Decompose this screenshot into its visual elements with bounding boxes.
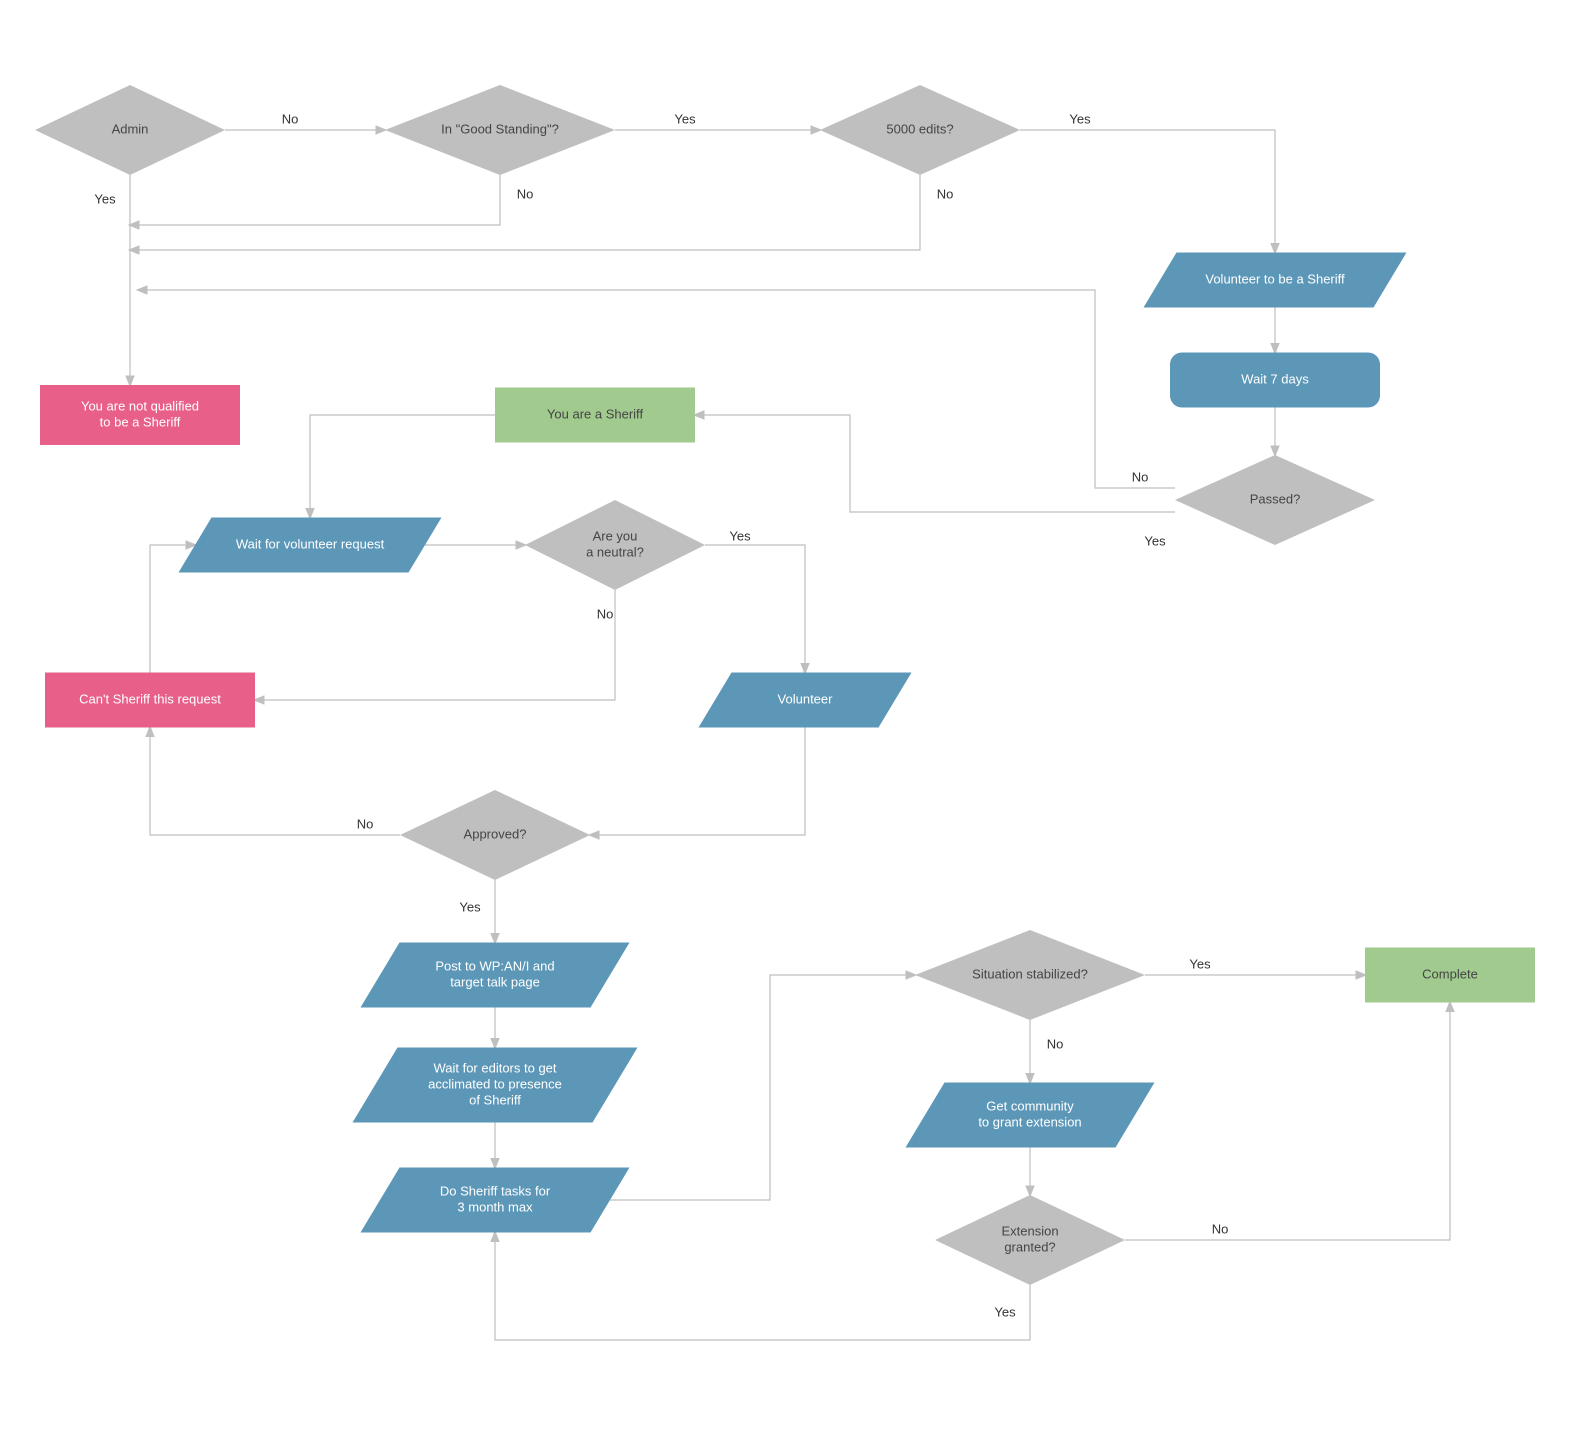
node-cant_sheriff: Can't Sheriff this request (45, 673, 255, 728)
node-neutral: Are youa neutral? (525, 500, 705, 590)
label-passed-line0: Passed? (1250, 491, 1301, 506)
label-volunteer_sheriff-line0: Volunteer to be a Sheriff (1205, 271, 1345, 286)
edge (1125, 1003, 1450, 1241)
label-wait7-line0: Wait 7 days (1241, 371, 1309, 386)
label-wait_editors-line0: Wait for editors to get (433, 1060, 556, 1075)
edge-label: No (597, 606, 614, 621)
label-wait_editors-line1: acclimated to presence (428, 1076, 562, 1091)
node-get_extension: Get communityto grant extension (906, 1083, 1155, 1148)
node-volunteer: Volunteer (699, 673, 912, 728)
edge-label: Yes (994, 1304, 1016, 1319)
label-admin-line0: Admin (112, 121, 149, 136)
edge-label: No (1212, 1221, 1229, 1236)
edge-label: No (282, 111, 299, 126)
edge (495, 1233, 1030, 1341)
edge (310, 415, 495, 518)
node-not_qualified: You are not qualifiedto be a Sheriff (40, 385, 240, 445)
node-you_are_sheriff: You are a Sheriff (495, 388, 695, 443)
edge-label: No (1132, 469, 1149, 484)
node-edits_5000: 5000 edits? (820, 85, 1020, 175)
label-volunteer-line0: Volunteer (778, 691, 834, 706)
node-ext_granted: Extensiongranted? (935, 1195, 1125, 1285)
label-ext_granted-line0: Extension (1001, 1223, 1058, 1238)
label-neutral-line0: Are you (593, 528, 638, 543)
node-wait7: Wait 7 days (1170, 353, 1380, 408)
label-approved-line0: Approved? (464, 826, 527, 841)
label-do_tasks-line0: Do Sheriff tasks for (440, 1183, 551, 1198)
node-admin: Admin (35, 85, 225, 175)
node-post_wp: Post to WP:AN/I andtarget talk page (361, 943, 630, 1008)
edge (695, 415, 1175, 512)
label-do_tasks-line1: 3 month max (457, 1199, 533, 1214)
label-not_qualified-line0: You are not qualified (81, 398, 199, 413)
edge (610, 975, 915, 1200)
edge (130, 175, 500, 225)
label-cant_sheriff-line0: Can't Sheriff this request (79, 691, 221, 706)
label-neutral-line1: a neutral? (586, 544, 644, 559)
node-complete: Complete (1365, 948, 1535, 1003)
edge-label: Yes (1069, 111, 1091, 126)
edge (590, 728, 805, 836)
label-not_qualified-line1: to be a Sheriff (100, 414, 181, 429)
edge-label: Yes (1144, 533, 1166, 548)
flowchart-canvas: No Yes Yes No Yes No No Yes Yes No Yes No Yes No No Yes… (0, 0, 1578, 1434)
edge-label: Yes (1189, 956, 1211, 971)
edge (705, 545, 805, 673)
edge-label: No (1047, 1036, 1064, 1051)
label-ext_granted-line1: granted? (1004, 1239, 1055, 1254)
node-volunteer_sheriff: Volunteer to be a Sheriff (1144, 253, 1407, 308)
label-wait_req-line0: Wait for volunteer request (236, 536, 385, 551)
node-passed: Passed? (1175, 455, 1375, 545)
node-stabilized: Situation stabilized? (915, 930, 1145, 1020)
label-get_extension-line0: Get community (986, 1098, 1074, 1113)
label-edits_5000-line0: 5000 edits? (886, 121, 953, 136)
edge-label: Yes (94, 191, 116, 206)
label-wait_editors-line2: of Sheriff (469, 1092, 521, 1107)
edge-label: No (517, 186, 534, 201)
edge (255, 590, 615, 700)
node-good_standing: In "Good Standing"? (385, 85, 615, 175)
node-approved: Approved? (400, 790, 590, 880)
label-complete-line0: Complete (1422, 966, 1478, 981)
edge-label: Yes (459, 899, 481, 914)
edge-label: Yes (674, 111, 696, 126)
label-get_extension-line1: to grant extension (978, 1114, 1081, 1129)
edge-label: Yes (729, 528, 751, 543)
node-wait_req: Wait for volunteer request (179, 518, 442, 573)
node-do_tasks: Do Sheriff tasks for3 month max (361, 1168, 630, 1233)
label-post_wp-line1: target talk page (450, 974, 540, 989)
edge-label: No (357, 816, 374, 831)
label-you_are_sheriff-line0: You are a Sheriff (547, 406, 644, 421)
label-post_wp-line0: Post to WP:AN/I and (435, 958, 554, 973)
edge (1020, 130, 1275, 253)
edge-label: No (937, 186, 954, 201)
label-good_standing-line0: In "Good Standing"? (441, 121, 559, 136)
node-wait_editors: Wait for editors to getacclimated to pre… (353, 1048, 638, 1123)
label-stabilized-line0: Situation stabilized? (972, 966, 1088, 981)
